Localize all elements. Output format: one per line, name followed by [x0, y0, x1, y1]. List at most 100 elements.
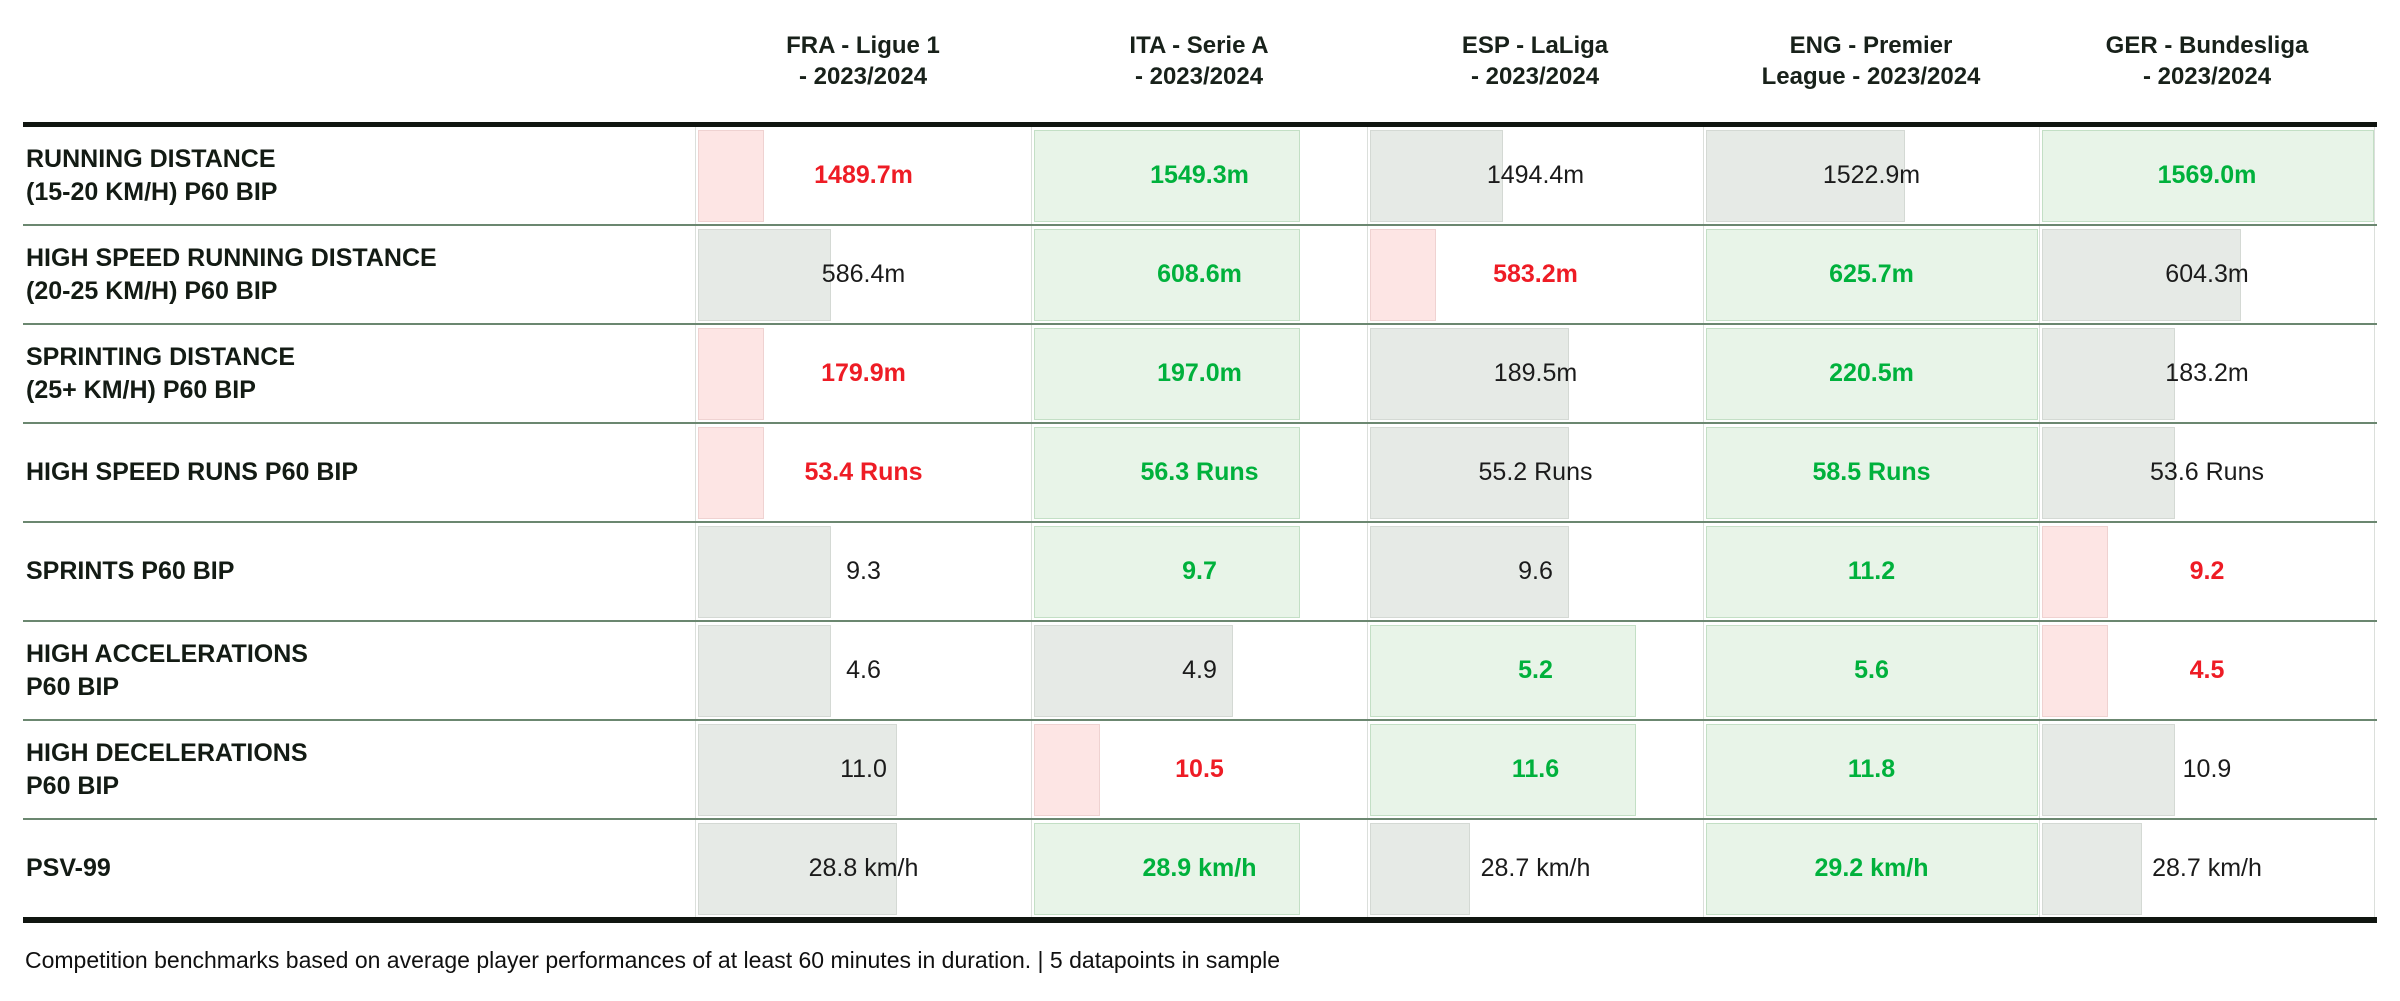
benchmark-value-ita: 10.5 — [1175, 755, 1224, 783]
benchmark-value-esp: 583.2m — [1493, 260, 1578, 288]
benchmark-cell-esp: 5.2 — [1367, 622, 1703, 719]
benchmark-cell-fra: 4.6 — [695, 622, 1031, 719]
benchmark-bar-fra — [698, 229, 831, 321]
column-header-eng: ENG - Premier League - 2023/2024 — [1703, 0, 2039, 122]
benchmark-value-ger: 9.2 — [2189, 557, 2225, 585]
benchmark-cell-ger: 183.2m — [2039, 325, 2375, 422]
benchmark-bar-eng — [1706, 625, 2038, 717]
column-header-eng-line1: ENG - Premier — [1789, 32, 1953, 59]
benchmark-cell-ita: 4.9 — [1031, 622, 1367, 719]
metric-label-7: HIGH DECELERATIONS P60 BIP — [23, 721, 695, 818]
benchmark-bar-ger — [2042, 526, 2108, 618]
footer-note: Competition benchmarks based on average … — [25, 947, 1281, 973]
column-header-ger: GER - Bundesliga - 2023/2024 — [2039, 0, 2375, 122]
header-label-spacer — [23, 0, 695, 122]
metric-label-8-line1: PSV-99 — [26, 854, 111, 882]
benchmark-cell-ger: 604.3m — [2039, 226, 2375, 323]
column-header-ita: ITA - Serie A - 2023/2024 — [1031, 0, 1367, 122]
benchmark-bar-fra — [698, 427, 764, 519]
column-header-ita-line1: ITA - Serie A — [1129, 32, 1269, 59]
benchmark-cell-eng: 11.8 — [1703, 721, 2039, 818]
metric-label-4-line1: HIGH SPEED RUNS P60 BIP — [26, 458, 359, 486]
benchmark-bar-fra — [698, 625, 831, 717]
metric-label-2: HIGH SPEED RUNNING DISTANCE (20-25 KM/H) … — [23, 226, 695, 323]
benchmark-value-eng: 29.2 km/h — [1814, 854, 1929, 882]
benchmark-value-esp: 28.7 km/h — [1480, 854, 1591, 882]
benchmark-bar-ger — [2042, 328, 2175, 420]
column-header-ger-line1: GER - Bundesliga — [2105, 32, 2309, 59]
benchmark-table: FRA - Ligue 1 - 2023/2024 ITA - Serie A - 2… — [23, 0, 2377, 923]
benchmark-value-esp: 55.2 Runs — [1478, 458, 1593, 486]
benchmark-value-eng: 1522.9m — [1822, 161, 1921, 189]
benchmark-cell-ger: 53.6 Runs — [2039, 424, 2375, 521]
benchmark-bar-eng — [1706, 526, 2038, 618]
benchmark-cell-fra: 28.8 km/h — [695, 820, 1031, 917]
benchmark-cell-eng: 220.5m — [1703, 325, 2039, 422]
table-body: RUNNING DISTANCE (15-20 KM/H) P60 BIP 1489… — [23, 122, 2377, 923]
benchmark-bar-esp — [1370, 526, 1569, 618]
benchmark-cell-eng: 625.7m — [1703, 226, 2039, 323]
column-header-ita-line2: - 2023/2024 — [1134, 63, 1264, 90]
benchmark-value-eng: 11.2 — [1847, 557, 1896, 585]
benchmark-bar-ita — [1034, 130, 1300, 222]
benchmark-value-ita: 56.3 Runs — [1140, 458, 1259, 486]
metric-label-4: HIGH SPEED RUNS P60 BIP — [23, 424, 695, 521]
benchmark-bar-ger — [2042, 427, 2175, 519]
benchmark-bar-eng — [1706, 130, 1905, 222]
benchmark-bar-eng — [1706, 427, 2038, 519]
benchmark-bar-ita — [1034, 823, 1300, 915]
benchmark-value-fra: 53.4 Runs — [804, 458, 923, 486]
benchmark-bar-ita — [1034, 724, 1100, 816]
benchmark-cell-ita: 9.7 — [1031, 523, 1367, 620]
benchmark-value-fra: 11.0 — [840, 755, 887, 783]
benchmark-bar-esp — [1370, 823, 1470, 915]
benchmark-value-ita: 197.0m — [1157, 359, 1242, 387]
benchmark-bar-esp — [1370, 724, 1636, 816]
benchmark-value-eng: 220.5m — [1829, 359, 1914, 387]
benchmark-value-ger: 53.6 Runs — [2150, 458, 2264, 486]
benchmark-cell-fra: 586.4m — [695, 226, 1031, 323]
benchmark-bar-fra — [698, 328, 764, 420]
column-header-fra-line2: - 2023/2024 — [798, 63, 928, 90]
benchmark-cell-esp: 28.7 km/h — [1367, 820, 1703, 917]
metric-row-8: PSV-99 28.8 km/h 28.9 km/h 28.7 km/h 29.2 km… — [23, 820, 2377, 917]
benchmark-cell-esp: 9.6 — [1367, 523, 1703, 620]
metric-row-5: SPRINTS P60 BIP 9.3 9.7 9.6 11.2 9.2 — [23, 523, 2377, 622]
metric-label-1: RUNNING DISTANCE (15-20 KM/H) P60 BIP — [23, 127, 695, 224]
benchmark-cell-ger: 1569.0m — [2039, 127, 2375, 224]
benchmark-cell-ita: 10.5 — [1031, 721, 1367, 818]
benchmark-cell-ger: 9.2 — [2039, 523, 2375, 620]
benchmark-bar-ger — [2042, 229, 2241, 321]
metric-label-3-line2: (25+ KM/H) P60 BIP — [26, 375, 256, 404]
benchmark-cell-ita: 608.6m — [1031, 226, 1367, 323]
benchmark-bar-ger — [2042, 823, 2142, 915]
benchmark-bar-esp — [1370, 229, 1436, 321]
metric-label-6-line1: HIGH ACCELERATIONS — [26, 639, 308, 668]
benchmark-cell-esp: 583.2m — [1367, 226, 1703, 323]
benchmark-cell-ger: 28.7 km/h — [2039, 820, 2375, 917]
benchmark-value-fra: 4.6 — [846, 656, 881, 684]
metric-label-6-line2: P60 BIP — [26, 672, 120, 701]
benchmark-value-ger: 1569.0m — [2157, 161, 2257, 189]
benchmark-cell-ita: 1549.3m — [1031, 127, 1367, 224]
benchmark-value-ita: 4.9 — [1182, 656, 1217, 684]
benchmark-cell-esp: 1494.4m — [1367, 127, 1703, 224]
benchmark-bar-ger — [2042, 625, 2108, 717]
benchmark-cell-eng: 5.6 — [1703, 622, 2039, 719]
benchmark-bar-ger — [2042, 724, 2175, 816]
metric-row-4: HIGH SPEED RUNS P60 BIP 53.4 Runs 56.3 Run… — [23, 424, 2377, 523]
benchmark-cell-eng: 11.2 — [1703, 523, 2039, 620]
benchmark-bar-ger — [2042, 130, 2374, 222]
benchmark-value-eng: 11.8 — [1847, 755, 1896, 783]
benchmark-value-fra: 179.9m — [821, 359, 906, 387]
benchmark-value-esp: 11.6 — [1511, 755, 1560, 783]
metric-label-1-line2: (15-20 KM/H) P60 BIP — [26, 177, 278, 206]
benchmark-value-fra: 586.4m — [821, 260, 906, 288]
benchmark-bar-fra — [698, 130, 764, 222]
benchmark-value-ita: 608.6m — [1157, 260, 1242, 288]
metric-label-8: PSV-99 — [23, 820, 695, 917]
benchmark-bar-fra — [698, 724, 897, 816]
benchmark-cell-fra: 11.0 — [695, 721, 1031, 818]
benchmark-value-esp: 5.2 — [1518, 656, 1553, 684]
